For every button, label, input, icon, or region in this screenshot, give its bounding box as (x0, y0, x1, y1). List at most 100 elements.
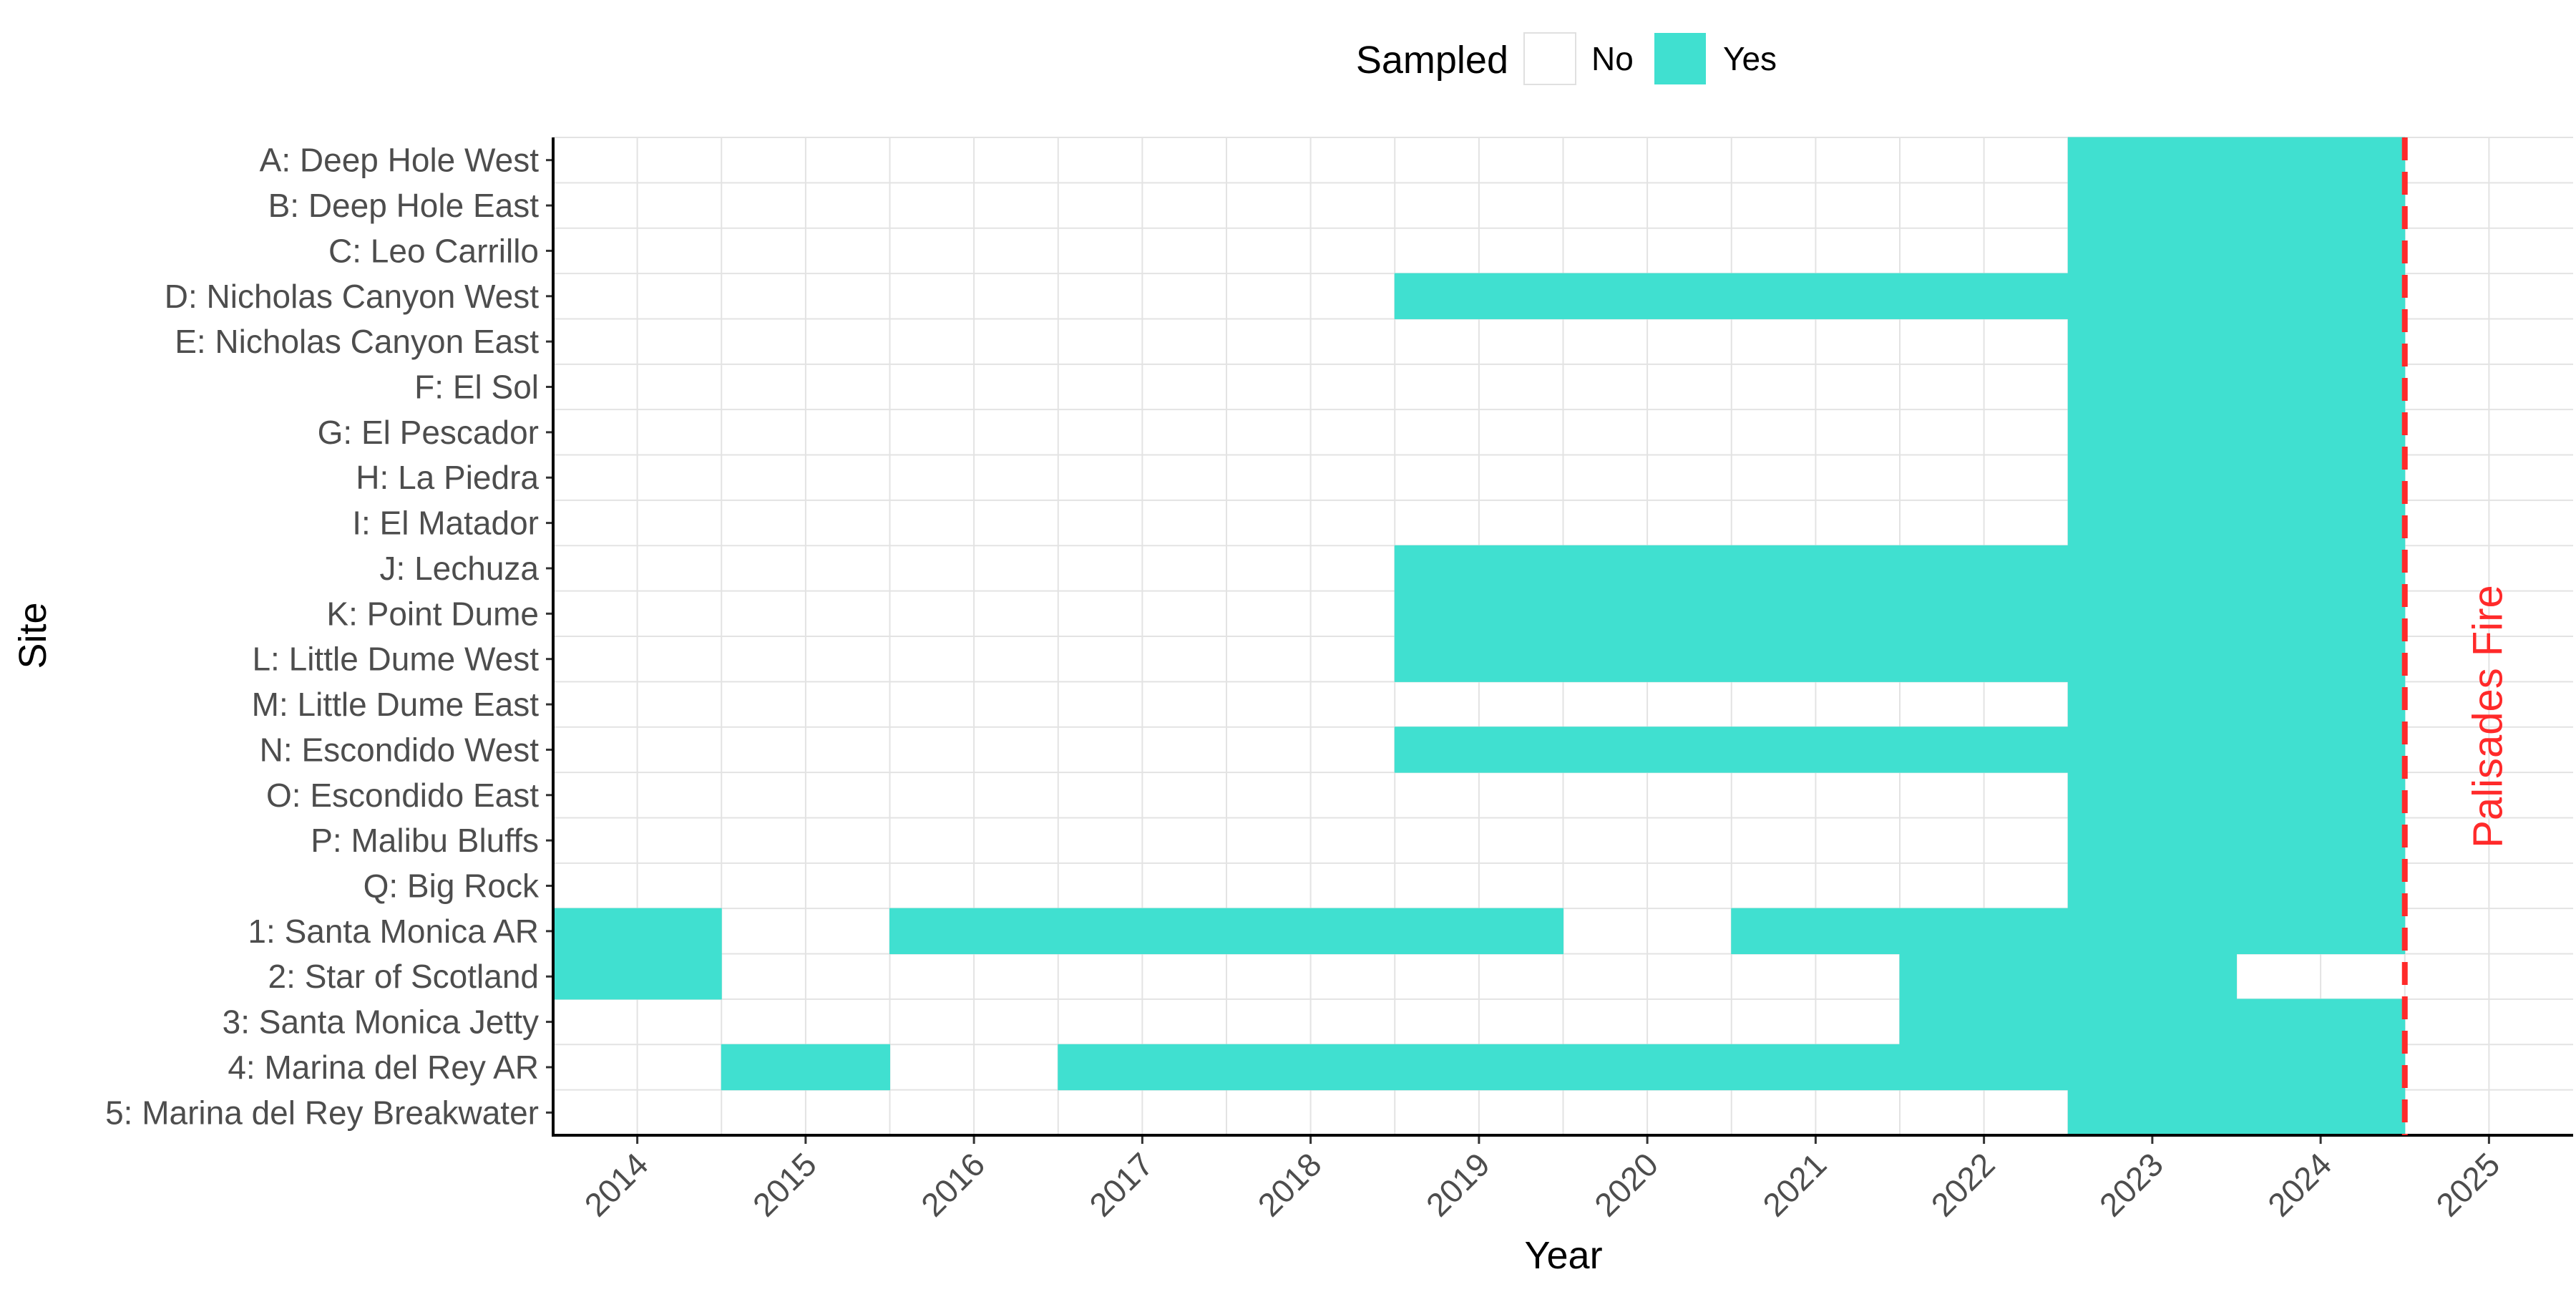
site-label-i-el-matador: I: El Matador (352, 505, 539, 542)
year-label-2016: 2016 (914, 1145, 992, 1223)
sampled-cell (1899, 591, 2069, 637)
year-label-2019: 2019 (1419, 1145, 1497, 1223)
site-label-4-marina-del-rey-ar: 4: Marina del Rey AR (228, 1049, 539, 1086)
sampled-cell (2067, 953, 2237, 1000)
sampled-cell (1394, 727, 1563, 773)
site-label-g-el-pescador: G: El Pescador (318, 414, 539, 451)
site-label-j-lechuza: J: Lechuza (380, 550, 540, 587)
sampled-cell (1563, 545, 1732, 592)
sampled-cell (1394, 545, 1563, 592)
year-label-2024: 2024 (2260, 1145, 2338, 1223)
sampled-cell (1563, 636, 1732, 682)
sampled-cell (1899, 908, 2069, 955)
sampled-cell (1731, 591, 1901, 637)
sampled-cell (1731, 727, 1901, 773)
sampled-cell (1899, 636, 2069, 682)
sampled-cell (2236, 409, 2406, 456)
sampled-cell (1563, 1044, 1732, 1091)
sampled-cell (2067, 863, 2237, 909)
sampled-cell (2236, 545, 2406, 592)
sampled-cell (1899, 727, 2069, 773)
sampled-cell (1899, 1044, 2069, 1091)
sampled-cell (2236, 318, 2406, 365)
sampled-cell (2236, 681, 2406, 728)
sampled-cell (1394, 1044, 1563, 1091)
sampled-cell (2236, 908, 2406, 955)
sampled-cell (2236, 727, 2406, 773)
site-label-f-el-sol: F: El Sol (414, 369, 539, 406)
sampled-cell (2067, 908, 2237, 955)
sampled-cell (2067, 228, 2237, 274)
sampled-cell (889, 908, 1059, 955)
year-label-2022: 2022 (1924, 1145, 2002, 1223)
sampled-cell (2067, 1044, 2237, 1091)
sampled-cell (2067, 1089, 2237, 1136)
sampled-cell (1731, 636, 1901, 682)
site-label-q-big-rock: Q: Big Rock (364, 868, 540, 905)
year-label-2014: 2014 (577, 1145, 655, 1223)
year-label-2020: 2020 (1587, 1145, 1665, 1223)
sampled-cell (552, 953, 722, 1000)
x-tick-labels: 2014 2015 2016 2017 2018 2019 2020 2021 2022 2023… (577, 1145, 2507, 1223)
legend: Sampled No Yes (1356, 32, 1777, 85)
sampled-cell (2067, 500, 2237, 546)
sampled-cell (1226, 908, 1395, 955)
site-label-p-malibu-bluffs: P: Malibu Bluffs (311, 822, 539, 859)
x-axis-title: Year (1524, 1234, 1602, 1277)
annotations: Palisades Fire (2401, 137, 2511, 1135)
sampled-cell (1563, 591, 1732, 637)
site-label-k-point-dume: K: Point Dume (326, 595, 539, 632)
legend-title: Sampled (1356, 39, 1508, 82)
sampled-cell (1394, 273, 1563, 319)
sampled-cell (1563, 727, 1732, 773)
legend-swatch-no (1523, 32, 1576, 85)
sampled-cell (2236, 273, 2406, 319)
sampled-cell (2067, 545, 2237, 592)
sampled-cell (2067, 591, 2237, 637)
site-label-n-escondido-west: N: Escondido West (260, 731, 540, 768)
sampled-cell (2067, 817, 2237, 864)
sampled-cell (1899, 953, 2069, 1000)
year-label-2025: 2025 (2429, 1145, 2507, 1223)
site-label-a-deep-hole-west: A: Deep Hole West (260, 142, 540, 179)
sampled-cell (721, 1044, 890, 1091)
site-label-e-nicholas-canyon-east: E: Nicholas Canyon East (175, 323, 539, 360)
year-label-2015: 2015 (746, 1145, 824, 1223)
site-label-3-santa-monica-jetty: 3: Santa Monica Jetty (223, 1004, 539, 1041)
y-axis-title: Site (11, 602, 54, 669)
sampled-cell (1058, 1044, 1227, 1091)
sampled-cell (2067, 681, 2237, 728)
site-label-o-escondido-east: O: Escondido East (266, 777, 539, 814)
year-label-2018: 2018 (1251, 1145, 1329, 1223)
sampled-cell (2067, 273, 2237, 319)
event-annotation-label: Palisades Fire (2464, 585, 2511, 847)
sampled-cell (2067, 182, 2237, 229)
sampled-cell (2236, 228, 2406, 274)
sampled-cell (1394, 636, 1563, 682)
site-label-2-star-of-scotland: 2: Star of Scotland (268, 958, 539, 995)
site-label-1-santa-monica-ar: 1: Santa Monica AR (248, 913, 539, 950)
y-tick-labels: A: Deep Hole West B: Deep Hole East C: Leo… (105, 142, 540, 1132)
sampled-cell (2236, 500, 2406, 546)
site-label-m-little-dume-east: M: Little Dume East (252, 686, 540, 723)
sampled-cell (1731, 908, 1901, 955)
sampled-cell (2236, 817, 2406, 864)
sampled-cell (552, 908, 722, 955)
sampled-cell (1394, 908, 1563, 955)
sampled-cell (2236, 999, 2406, 1045)
legend-label-yes: Yes (1723, 40, 1777, 77)
site-label-d-nicholas-canyon-west: D: Nicholas Canyon West (165, 278, 539, 315)
sampled-cell (2067, 409, 2237, 456)
year-label-2021: 2021 (1755, 1145, 1833, 1223)
axes (546, 137, 2573, 1144)
legend-label-no: No (1591, 40, 1634, 77)
sampled-cell (2067, 364, 2237, 410)
sampled-cell (2067, 727, 2237, 773)
sampled-cell (1731, 545, 1901, 592)
sampled-cell (2067, 137, 2237, 183)
site-label-b-deep-hole-east: B: Deep Hole East (268, 187, 540, 224)
sampled-cell (2236, 1044, 2406, 1091)
site-label-5-marina-del-rey-breakwater: 5: Marina del Rey Breakwater (105, 1094, 539, 1131)
